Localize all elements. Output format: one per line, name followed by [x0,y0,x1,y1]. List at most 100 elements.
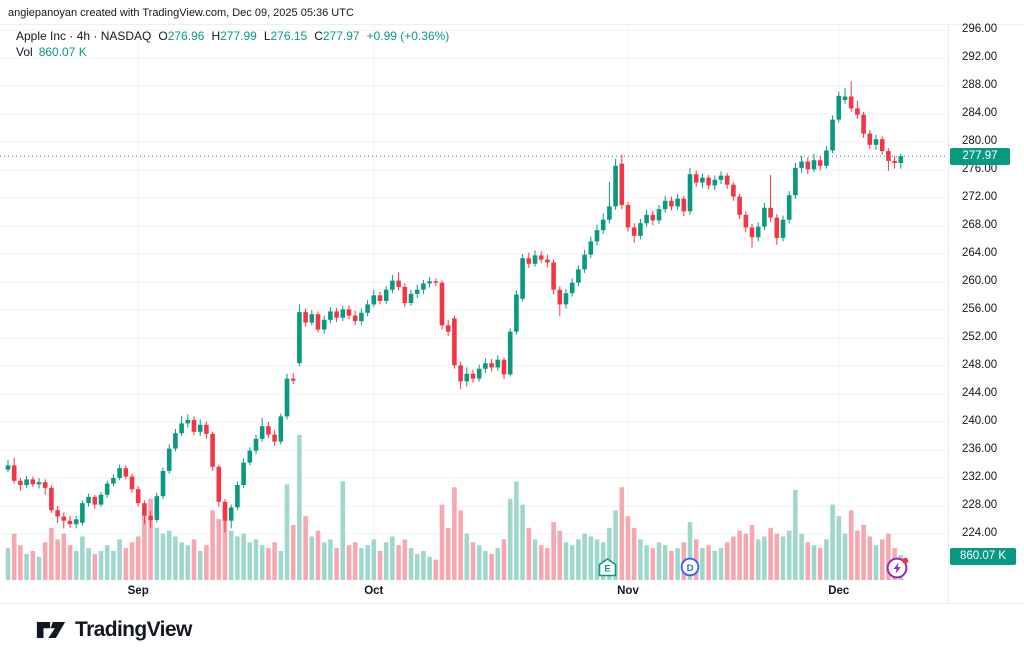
volume-bar [408,548,414,580]
volume-bar [86,548,91,580]
volume-bar [135,536,141,580]
volume-bar [836,516,842,580]
candle-body [774,217,780,238]
candle-body [117,468,122,478]
volume-bar [774,533,780,580]
candle-body [501,359,507,375]
price-axis-tick: 256.00 [962,303,998,315]
time-axis-label-oct: Oct [364,585,384,597]
volume-bar [414,553,420,580]
candle-body [898,156,904,163]
volume-bar [321,542,327,580]
volume-bar [98,551,104,580]
candle-body [638,223,643,236]
candle-body [173,433,178,449]
volume-bar [879,539,885,580]
candle-body [359,312,364,322]
volume-bar [173,536,178,580]
volume-label: Vol [16,45,33,59]
candle-body [644,214,649,224]
candle-body [86,496,91,504]
candle-body [557,289,563,305]
volume-bar [737,530,742,580]
candle-body [390,280,395,290]
volume-bar [873,545,879,580]
volume-bar [340,481,346,580]
volume-legend: Vol 860.07 K [16,45,87,59]
volume-bar [297,435,302,580]
price-axis-tick: 236.00 [962,443,998,455]
volume-bar [439,504,445,580]
dividend-marker-icon[interactable]: D [680,557,700,582]
volume-bar [656,542,662,580]
volume-bar [538,545,544,580]
volume-bar [520,504,525,580]
candle-body [154,496,160,520]
candle-body [148,515,153,520]
volume-bar [266,548,271,580]
price-axis[interactable]: 296.00 292.00 288.00 284.00 280.00 276.00 272.… [948,23,1024,585]
candle-body [235,485,240,508]
tradingview-logo[interactable]: TradingView [36,617,192,643]
candle-body [61,516,67,521]
volume-bar [718,548,724,580]
volume-bar [259,545,265,580]
candle-body [408,293,414,303]
candle-body [445,325,451,332]
volume-bar [514,481,519,580]
volume-bar [631,527,637,580]
volume-bar [768,527,773,580]
volume-bar [811,545,817,580]
volume-bar [123,548,129,580]
candle-body [377,295,383,301]
candle-body [30,479,36,485]
candle-body [228,507,234,521]
candle-body [470,373,476,379]
volume-bar [427,556,432,580]
price-axis-tick: 228.00 [962,499,998,511]
notification-dot [902,557,909,564]
candle-body [222,501,228,521]
candle-body [414,289,420,294]
volume-bar [241,533,246,580]
volume-bar [328,539,333,580]
candle-body [625,205,631,228]
last-price-badge: 277.97 [950,147,1010,165]
price-axis-tick: 248.00 [962,359,998,371]
candle-body [489,363,494,368]
volume-bar [464,533,470,580]
candle-body [433,281,439,283]
candle-body [724,175,730,185]
volume-bar [67,545,73,580]
volume-bar [749,524,755,580]
candle-body [297,312,302,364]
volume-bar [228,530,234,580]
candle-body [315,314,321,330]
candle-body [278,416,284,442]
flash-marker-icon[interactable] [885,555,911,586]
candle-body [247,450,253,463]
volume-bar [204,545,209,580]
volume-bar [625,516,631,580]
candle-body [892,160,897,163]
volume-bar [855,530,860,580]
volume-bar [49,527,54,580]
candle-body [737,196,742,215]
volume-bar [848,510,854,580]
price-axis-tick: 232.00 [962,471,998,483]
time-axis[interactable]: Sep Oct Nov Dec [0,585,948,602]
svg-text:E: E [604,564,610,575]
candle-body [191,419,197,432]
candle-body [600,219,606,231]
volume-bar [303,516,308,580]
price-axis-tick: 244.00 [962,387,998,399]
candle-body [67,520,73,525]
candle-body [855,108,860,115]
volume-bar [700,548,705,580]
chart-canvas[interactable] [0,0,948,603]
volume-bar [793,490,798,580]
candle-body [309,314,315,323]
volume-badge: 860.07 K [950,548,1016,565]
candle-body [762,207,767,227]
earnings-marker-icon[interactable]: E [598,558,617,582]
